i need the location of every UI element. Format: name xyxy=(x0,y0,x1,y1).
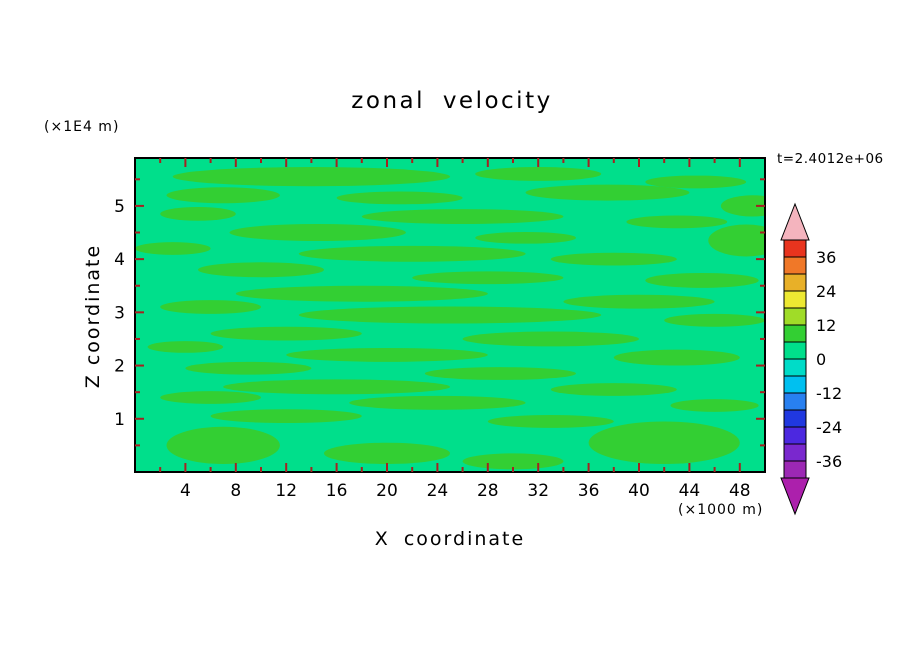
time-annotation: t=2.4012e+06 xyxy=(777,151,884,167)
colorbar-label: 36 xyxy=(816,248,836,267)
contour-blob xyxy=(160,391,261,404)
colorbar-band xyxy=(783,307,807,326)
contour-blob xyxy=(336,191,463,205)
colorbar-label: 24 xyxy=(816,282,836,301)
contour-blob xyxy=(160,300,261,314)
contour-blob xyxy=(166,426,280,465)
contour-blob xyxy=(475,231,576,244)
y-tick-label: 2 xyxy=(114,357,125,377)
contour-blob xyxy=(324,442,450,465)
x-tick-label: 8 xyxy=(230,481,241,501)
colorbar-band xyxy=(783,426,807,445)
contour-blob xyxy=(147,341,224,353)
y-tick-label: 5 xyxy=(114,197,125,217)
contour-blob xyxy=(424,367,576,380)
y-tick-label: 3 xyxy=(114,303,125,323)
x-tick-label: 36 xyxy=(578,481,600,501)
colorbar-over-arrow xyxy=(780,202,810,241)
contour-blob xyxy=(708,224,765,257)
contour-blob xyxy=(550,383,677,396)
x-axis-units-label: (×1000 m) xyxy=(678,502,764,518)
contour-blob xyxy=(185,361,312,375)
colorbar-band xyxy=(783,392,807,411)
contour-blob xyxy=(645,272,759,288)
contour-blob xyxy=(664,313,765,327)
contour-blob xyxy=(487,415,614,428)
contour-blob xyxy=(475,167,602,181)
colorbar-band xyxy=(783,358,807,377)
colorbar-under-arrow xyxy=(780,477,810,516)
contour-blob xyxy=(135,242,211,255)
x-tick-label: 24 xyxy=(427,481,449,501)
contour-blob xyxy=(172,167,450,187)
contour-blob xyxy=(160,206,236,221)
contour-blob xyxy=(229,223,406,242)
contour-blob xyxy=(563,294,715,309)
colorbar-label: 12 xyxy=(816,316,836,335)
colorbar-label: -24 xyxy=(816,418,842,437)
contour-field xyxy=(135,158,765,472)
x-tick-label: 12 xyxy=(275,481,297,501)
contour-blob xyxy=(550,252,677,266)
contour-blob xyxy=(198,262,324,278)
colorbar: 36 24 12 0 -12 -24 -36 xyxy=(780,202,842,516)
y-axis-title: Z coordinate xyxy=(82,243,104,389)
chart-title: zonal velocity xyxy=(351,88,553,114)
colorbar-band xyxy=(783,341,807,360)
x-tick-label: 48 xyxy=(729,481,751,501)
colorbar-band xyxy=(783,375,807,394)
axis-ticks xyxy=(135,158,765,472)
y-tick-label: 4 xyxy=(114,250,125,270)
colorbar-band xyxy=(783,256,807,275)
colorbar-label: 0 xyxy=(816,350,826,369)
y-tick-label: 1 xyxy=(114,410,125,430)
contour-blob xyxy=(613,349,740,366)
contour-blob xyxy=(210,409,362,424)
plot-frame xyxy=(134,157,766,473)
contour-blob xyxy=(235,285,488,302)
contour-blob xyxy=(626,215,728,229)
x-tick-label: 28 xyxy=(477,481,499,501)
x-tick-label: 32 xyxy=(527,481,549,501)
colorbar-band xyxy=(783,443,807,462)
y-axis-units-label: (×1E4 m) xyxy=(44,119,120,135)
colorbar-label: -12 xyxy=(816,384,842,403)
contour-blob xyxy=(349,395,526,410)
contour-blob xyxy=(286,347,488,362)
contour-blob xyxy=(462,453,564,470)
contour-blob xyxy=(361,209,564,224)
contour-blob xyxy=(588,421,740,465)
contour-blob xyxy=(720,195,765,217)
colorbar-band xyxy=(783,239,807,258)
x-tick-label: 16 xyxy=(326,481,348,501)
x-tick-label: 4 xyxy=(180,481,191,501)
contour-blob xyxy=(462,331,639,347)
colorbar-label: -36 xyxy=(816,452,842,471)
contour-blob xyxy=(298,306,602,324)
contour-blob xyxy=(210,326,362,341)
x-tick-label: 20 xyxy=(376,481,398,501)
contour-blob xyxy=(223,379,450,395)
contour-blob xyxy=(166,187,280,204)
colorbar-band xyxy=(783,460,807,479)
colorbar-band xyxy=(783,273,807,292)
contour-blob xyxy=(412,271,564,285)
contour-blob xyxy=(670,399,759,412)
contour-blob xyxy=(525,184,690,201)
colorbar-band xyxy=(783,290,807,309)
x-tick-label: 40 xyxy=(628,481,650,501)
contour-blob xyxy=(298,245,526,262)
contour-blob xyxy=(645,175,747,189)
colorbar-band xyxy=(783,324,807,343)
colorbar-band xyxy=(783,409,807,428)
x-tick-label: 44 xyxy=(679,481,701,501)
x-axis-title: X coordinate xyxy=(374,528,526,550)
